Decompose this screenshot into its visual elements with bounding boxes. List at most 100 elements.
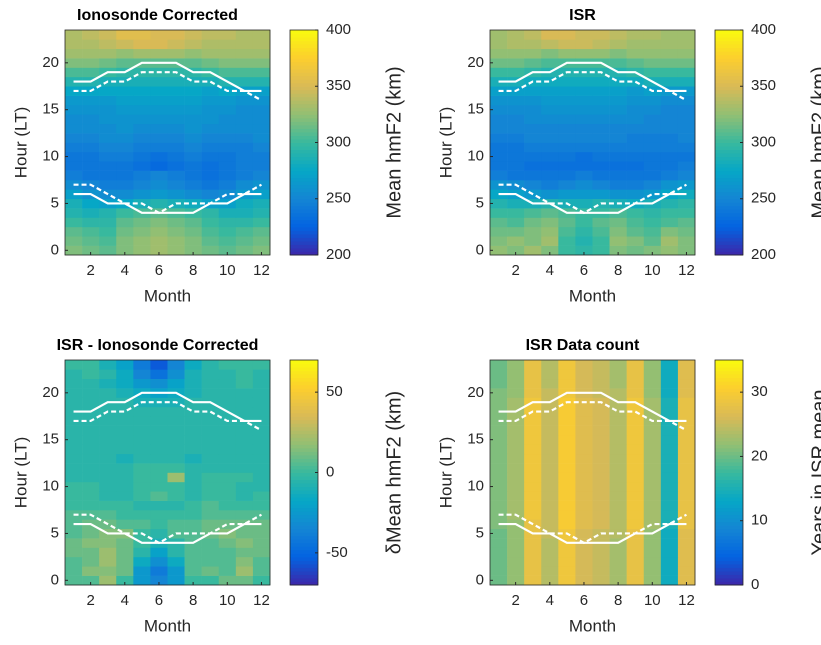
heatmap-cell <box>201 180 220 190</box>
heatmap-cell <box>660 76 679 87</box>
colorbar-segment <box>715 142 743 147</box>
heatmap-cell <box>558 105 576 115</box>
heatmap-cell <box>643 510 662 520</box>
colorbar-segment <box>715 556 743 561</box>
heatmap-cell <box>677 378 696 389</box>
heatmap-cell <box>592 406 610 417</box>
heatmap-cell <box>252 388 271 398</box>
colorbar-segment <box>290 451 318 456</box>
heatmap-cell <box>116 170 134 181</box>
heatmap-cell <box>235 556 254 567</box>
heatmap-cell <box>65 236 83 246</box>
heatmap-cell <box>524 123 542 134</box>
heatmap-cell <box>507 236 525 246</box>
heatmap-cell <box>524 388 542 398</box>
heatmap-cell <box>82 123 100 134</box>
heatmap-cell <box>592 123 610 134</box>
heatmap-cell <box>575 556 593 567</box>
heatmap-cell <box>490 133 508 143</box>
heatmap-cell <box>558 360 576 370</box>
x-tick-label: 6 <box>580 262 588 279</box>
heatmap-cell <box>201 556 220 567</box>
heatmap-cell <box>82 142 100 153</box>
colorbar-segment <box>290 75 318 80</box>
heatmap-cell <box>252 528 271 539</box>
colorbar-segment <box>290 181 318 186</box>
colorbar-segment <box>715 490 743 495</box>
heatmap-cell <box>133 406 151 417</box>
heatmap-cell <box>218 378 237 389</box>
x-tick-label: 12 <box>253 262 270 279</box>
heatmap-cell <box>575 406 593 417</box>
heatmap-cell <box>507 397 525 408</box>
heatmap-cell <box>218 58 237 68</box>
heatmap-cell <box>575 547 593 558</box>
heatmap-cell <box>235 170 254 181</box>
heatmap-cell <box>660 217 679 228</box>
heatmap-cell <box>507 198 525 209</box>
heatmap-cell <box>609 161 627 171</box>
heatmap-cell <box>575 453 593 464</box>
heatmap-cell <box>167 360 185 370</box>
heatmap-cell <box>575 566 593 576</box>
heatmap-cell <box>507 170 525 181</box>
colorbar-segment <box>715 412 743 417</box>
x-tick-label: 4 <box>121 592 129 609</box>
heatmap-cell <box>201 538 220 548</box>
heatmap-cell <box>167 170 185 181</box>
heatmap-cell <box>116 142 134 153</box>
colorbar-segment <box>715 451 743 456</box>
y-axis-label: Hour (LT) <box>436 107 455 178</box>
heatmap-cell <box>643 491 662 501</box>
heatmap-cell <box>575 170 593 181</box>
heatmap-cell <box>643 547 662 558</box>
heatmap-cell <box>575 472 593 483</box>
heatmap-cell <box>252 425 271 436</box>
heatmap-cell <box>626 208 645 218</box>
heatmap-cell <box>184 226 202 237</box>
colorbar-segment <box>290 79 318 84</box>
heatmap-cell <box>626 481 645 492</box>
chart-title: ISR - Ionosonde Corrected <box>57 337 259 354</box>
heatmap-cell <box>99 538 117 548</box>
heatmap-cell <box>541 472 559 483</box>
colorbar-segment <box>290 188 318 193</box>
heatmap-cell <box>558 170 576 181</box>
heatmap-cell <box>626 161 645 171</box>
heatmap-cell <box>507 208 525 218</box>
colorbar-segment <box>290 131 318 136</box>
heatmap-cell <box>252 217 271 228</box>
heatmap-cell <box>609 388 627 398</box>
colorbar-segment <box>715 360 743 365</box>
heatmap-cell <box>150 39 168 50</box>
heatmap-cell <box>660 95 679 106</box>
heatmap-cell <box>116 566 134 576</box>
heatmap-cell <box>167 189 185 200</box>
colorbar-segment <box>715 86 743 91</box>
heatmap-cell <box>643 566 662 576</box>
heatmap-cell <box>252 39 271 50</box>
heatmap-cell <box>609 481 627 492</box>
colorbar-segment <box>290 511 318 516</box>
daylight-line <box>73 192 262 214</box>
heatmap-cell <box>524 472 542 483</box>
heatmap-cell <box>82 491 100 501</box>
colorbar-segment <box>290 110 318 115</box>
heatmap-cell <box>575 142 593 153</box>
heatmap-cell <box>541 425 559 436</box>
heatmap-cell <box>677 491 696 501</box>
heatmap-cell <box>167 472 185 483</box>
heatmap-cell <box>609 416 627 426</box>
colorbar-segment <box>715 30 743 35</box>
heatmap-cell <box>218 217 237 228</box>
heatmap-cell <box>65 142 83 153</box>
colorbar-segment <box>715 58 743 63</box>
heatmap-cell <box>626 236 645 246</box>
heatmap-cell <box>184 406 202 417</box>
heatmap-cell <box>507 217 525 228</box>
heatmap-cell <box>575 481 593 492</box>
heatmap-cell <box>626 133 645 143</box>
heatmap-cell <box>218 180 237 190</box>
colorbar-segment <box>715 486 743 491</box>
heatmap-cell <box>626 547 645 558</box>
